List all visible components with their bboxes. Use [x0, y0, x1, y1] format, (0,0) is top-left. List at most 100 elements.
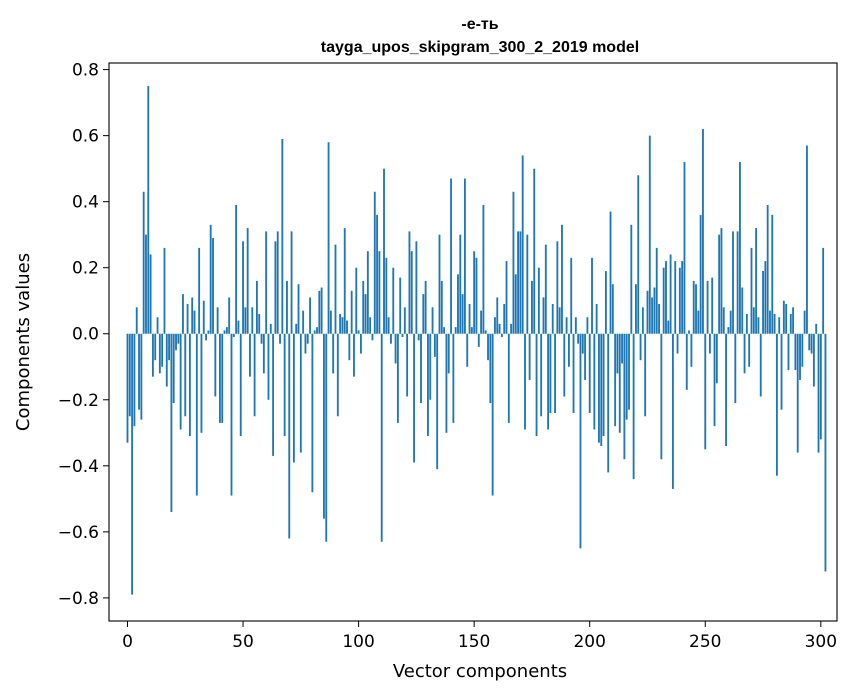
y-tick-label: 0.2: [72, 259, 99, 279]
bar: [812, 333, 815, 387]
x-axis-label: Vector components: [393, 661, 567, 682]
bar: [468, 304, 471, 334]
bar: [801, 333, 804, 367]
bar: [780, 333, 783, 410]
bar: [549, 333, 552, 413]
bar: [526, 234, 529, 334]
bar: [577, 333, 580, 344]
bar: [711, 277, 714, 334]
bar: [242, 241, 244, 334]
bar: [193, 310, 196, 334]
bar: [138, 333, 140, 410]
bar: [369, 317, 372, 334]
bar: [734, 333, 737, 404]
bar: [507, 333, 510, 423]
bar: [320, 287, 323, 334]
bar: [799, 333, 801, 380]
bar: [732, 231, 734, 334]
bar: [415, 241, 418, 334]
bar: [378, 251, 381, 334]
bar: [662, 267, 665, 334]
bar: [572, 333, 575, 413]
y-tick-label: 0.8: [72, 61, 99, 81]
bar: [510, 323, 513, 334]
bar: [392, 267, 395, 334]
bar: [815, 323, 818, 334]
bar: [505, 261, 508, 334]
bar: [399, 277, 402, 334]
bar: [408, 231, 411, 334]
bar: [195, 333, 198, 496]
bar: [147, 86, 150, 334]
bar: [309, 297, 311, 334]
bar: [690, 333, 693, 367]
bar: [764, 261, 767, 334]
bar: [787, 333, 790, 371]
bar: [209, 224, 212, 334]
bar: [251, 307, 254, 334]
bar: [212, 237, 214, 334]
bar: [665, 261, 667, 334]
bar: [639, 333, 642, 361]
bar: [290, 231, 293, 334]
bar: [329, 310, 332, 334]
bar: [228, 297, 231, 334]
bar: [357, 330, 360, 334]
bar: [373, 191, 376, 334]
bar: [461, 294, 464, 334]
bar: [383, 168, 385, 334]
bar: [727, 327, 730, 334]
bar: [628, 333, 630, 410]
bar: [785, 304, 788, 334]
bar: [487, 333, 489, 361]
bar: [708, 333, 711, 354]
y-tick-label: 0.0: [72, 325, 99, 345]
bar: [362, 280, 365, 334]
bar: [355, 267, 358, 334]
bar: [586, 317, 589, 334]
bar: [281, 138, 284, 334]
bar: [757, 317, 760, 334]
bar: [165, 333, 168, 387]
bar: [750, 247, 753, 334]
y-tick-label: −0.6: [58, 523, 99, 543]
bar: [311, 333, 314, 493]
bar: [457, 274, 459, 334]
bar: [380, 333, 383, 542]
bar: [353, 333, 355, 377]
bar: [598, 333, 600, 443]
x-tick-label: 250: [689, 632, 721, 652]
bar: [519, 231, 522, 334]
bar: [623, 333, 626, 460]
bar: [498, 323, 501, 334]
bar: [422, 294, 425, 334]
bar: [512, 191, 515, 334]
bar: [299, 333, 302, 453]
chart-title-line2: tayga_upos_skipgram_300_2_2019 model: [321, 39, 639, 56]
bar: [466, 333, 469, 367]
bar: [741, 287, 744, 334]
bar: [604, 271, 607, 334]
bar: [401, 333, 404, 338]
bar: [327, 142, 330, 334]
bar: [295, 323, 298, 334]
bar: [364, 294, 367, 334]
bar: [249, 333, 251, 377]
bar: [584, 333, 587, 380]
bar: [325, 333, 328, 542]
bar: [718, 234, 721, 334]
bar: [394, 333, 397, 364]
bar: [482, 204, 485, 334]
bar: [179, 333, 182, 430]
bar: [792, 307, 795, 334]
bar: [246, 228, 249, 334]
bar: [778, 317, 781, 334]
chart-title-line1: -е-ть: [461, 16, 498, 33]
bar: [341, 317, 344, 334]
bar: [258, 313, 261, 334]
bar: [789, 313, 792, 334]
bar: [480, 310, 483, 334]
bar: [593, 333, 596, 430]
bar: [276, 231, 279, 334]
bar: [436, 333, 439, 470]
